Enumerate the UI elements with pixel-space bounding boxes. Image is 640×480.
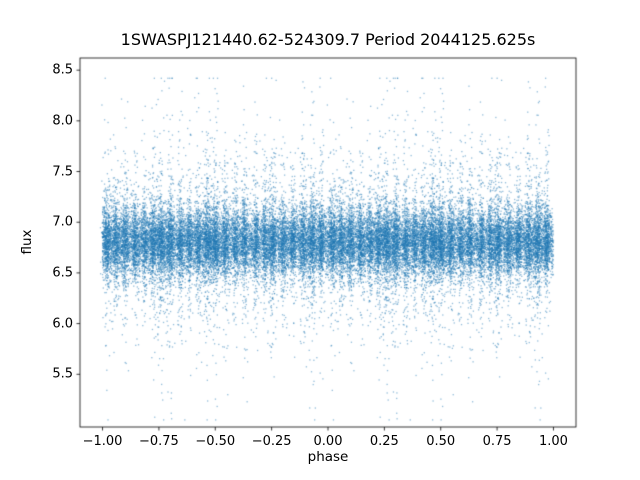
y-tick-label: 7.5 (52, 164, 73, 180)
x-tick-label: 0.75 (482, 434, 512, 449)
y-tick-label: 7.0 (52, 214, 73, 230)
x-tick-label: 0.50 (426, 434, 456, 449)
y-tick-label: 5.5 (52, 366, 73, 382)
x-tick-label: 0.00 (313, 434, 343, 449)
y-tick-label: 8.5 (52, 62, 73, 78)
chart-title: 1SWASPJ121440.62-524309.7 Period 2044125… (120, 30, 536, 49)
x-tick-label: −0.75 (138, 434, 179, 449)
y-axis-label: flux (19, 229, 35, 255)
y-tick-label: 6.5 (52, 265, 73, 281)
x-axis-label: phase (307, 449, 349, 465)
x-tick-label: 1.00 (538, 434, 568, 449)
x-tick-label: −0.25 (251, 434, 292, 449)
x-tick-label: −1.00 (82, 434, 123, 449)
y-tick-label: 6.0 (52, 316, 73, 332)
x-tick-label: −0.50 (195, 434, 236, 449)
x-tick-label: 0.25 (369, 434, 399, 449)
y-tick-label: 8.0 (52, 113, 73, 129)
